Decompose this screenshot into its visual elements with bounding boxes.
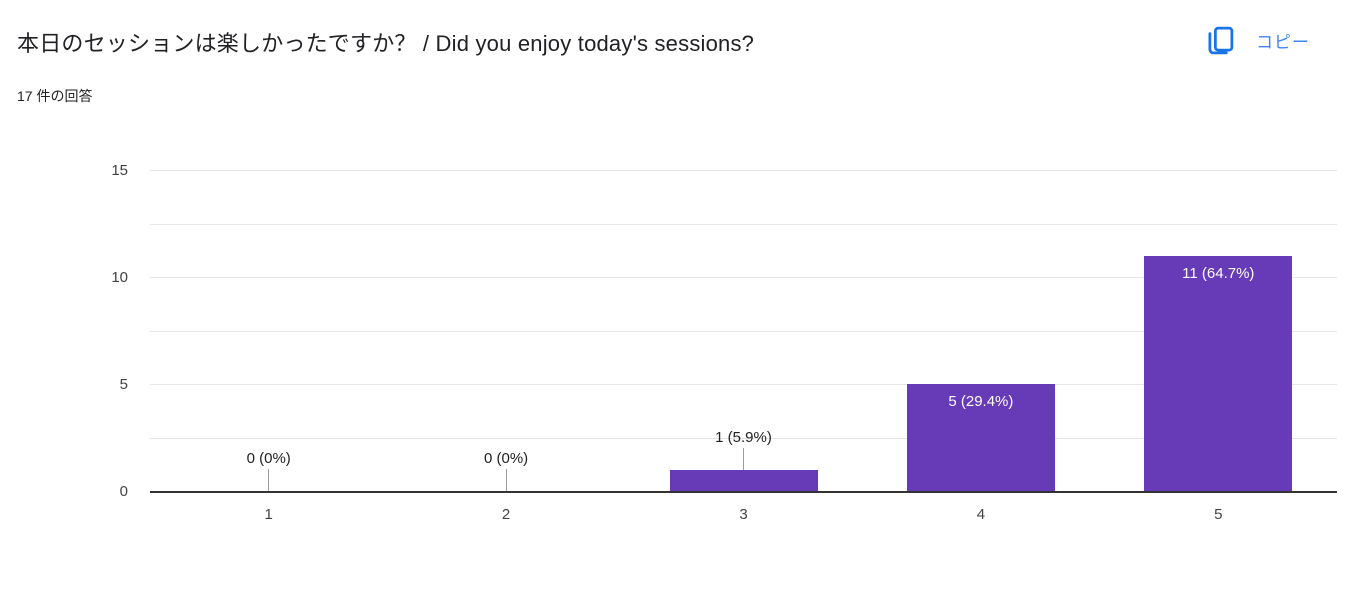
copy-button-label: コピー (1256, 33, 1310, 52)
x-tick-label: 5 (1214, 506, 1223, 523)
y-tick-label: 0 (119, 483, 128, 500)
bar (906, 384, 1055, 491)
copy-button[interactable]: コピー (1201, 20, 1312, 61)
y-tick-label: 5 (119, 376, 128, 393)
x-tick-label: 2 (501, 506, 511, 523)
x-tick-label: 3 (739, 506, 748, 523)
copy-icon (1203, 24, 1236, 57)
response-count: 17 件の回答 (17, 88, 93, 104)
y-tick-label: 15 (111, 162, 128, 179)
gridline (150, 223, 1337, 225)
gridline (150, 384, 1337, 385)
bar-value-label: 5 (29.4%) (948, 393, 1014, 410)
bar-value-label: 0 (0%) (484, 450, 529, 467)
gridline (150, 170, 1337, 171)
x-tick-label: 1 (264, 506, 273, 523)
x-tick-label: 4 (976, 506, 986, 523)
page-title: 本日のセッションは楽しかったですか？ / Did you enjoy today… (17, 31, 755, 56)
gridline (150, 437, 1337, 439)
label-stem (505, 469, 507, 491)
bar (1144, 255, 1293, 491)
gridline (150, 277, 1337, 278)
y-tick-label: 10 (111, 269, 128, 286)
label-stem (743, 447, 744, 470)
gridline (150, 330, 1337, 332)
bar-value-label: 11 (64.7%) (1182, 264, 1255, 282)
bar-value-label: 1 (5.9%) (715, 428, 772, 446)
axis-baseline (150, 491, 1337, 493)
bar (669, 469, 818, 491)
label-stem (268, 469, 270, 491)
bar-value-label: 0 (0%) (246, 450, 291, 467)
